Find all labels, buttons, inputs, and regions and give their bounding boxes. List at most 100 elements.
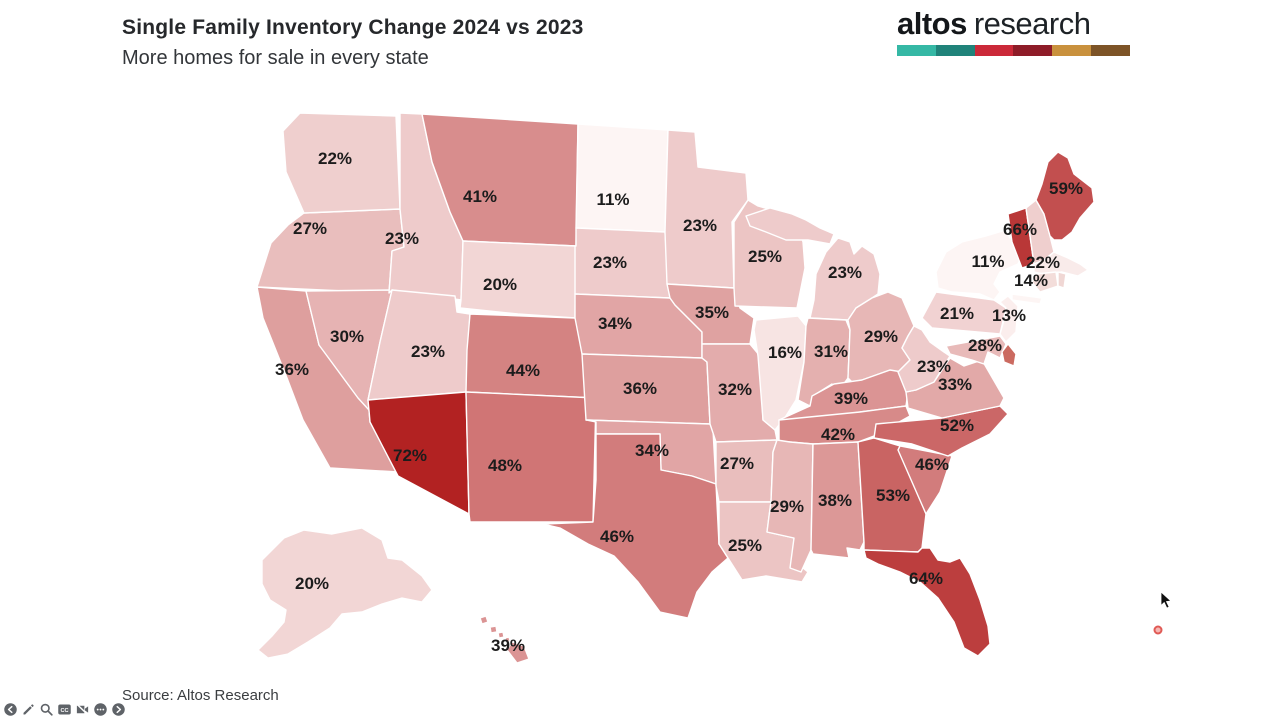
state-label-AK: 20% [295,574,329,593]
chart-subtitle: More homes for sale in every state [122,47,429,69]
logo-bar-segment-4 [1013,45,1053,56]
logo-word-altos: altos [897,6,967,41]
state-label-AR: 27% [720,454,754,473]
state-label-TN: 42% [821,425,855,444]
state-shape-HI [506,641,530,664]
source-caption: Source: Altos Research [122,687,279,704]
state-shape-ND [575,123,669,233]
state-label-IN: 31% [814,342,848,361]
search-icon[interactable] [39,702,54,717]
state-shape-NM [465,391,597,523]
state-label-CO: 44% [506,361,540,380]
state-label-KY: 39% [834,389,868,408]
state-shape-WV [897,325,951,393]
state-label-FL: 64% [909,569,943,588]
state-label-GA: 53% [876,486,910,505]
state-RI [1057,271,1067,289]
state-label-MO: 32% [718,380,752,399]
logo-color-bar [897,45,1130,56]
state-label-PA: 21% [940,304,974,323]
state-labels-layer: 36%27%22%30%23%23%41%20%44%72%48%11%23%3… [275,149,1083,655]
state-shape-OR [256,208,405,294]
state-ND [575,123,669,233]
state-CT [1031,271,1059,293]
state-label-VA: 33% [938,375,972,394]
state-label-SC: 46% [915,455,949,474]
state-label-UT: 23% [411,342,445,361]
state-label-MN: 23% [683,216,717,235]
state-label-NC: 52% [940,416,974,435]
state-label-VT: 66% [1003,220,1037,239]
state-MI [745,207,881,321]
logo-bar-segment-6 [1091,45,1130,56]
state-label-TX: 46% [600,527,634,546]
state-label-WI: 25% [748,247,782,266]
mouse-cursor [1160,591,1172,609]
state-MN [664,129,749,289]
state-shape-HI [489,625,498,634]
logo-bar-segment-3 [974,45,1014,56]
state-label-OR: 27% [293,219,327,238]
state-label-SD: 23% [593,253,627,272]
state-shape-HI [497,631,505,639]
state-IL [753,315,807,431]
state-label-NY: 11% [971,252,1004,271]
red-dot [1153,625,1163,635]
state-label-ND: 11% [596,190,629,209]
state-shape-MS [766,439,814,573]
state-shape-NJ [999,295,1019,343]
altos-research-logo: altos research [897,6,1130,56]
state-MD [945,335,1007,365]
state-shape-CT [1031,271,1059,293]
more-icon[interactable] [93,702,108,717]
logo-bar-segment-1 [897,45,936,56]
state-label-IA: 35% [695,303,729,322]
state-label-OH: 29% [864,327,898,346]
state-label-NJ: 13% [992,306,1026,325]
state-WY [459,240,577,319]
state-FL [863,547,991,657]
state-label-NV: 30% [330,327,364,346]
states-layer [256,112,1095,664]
state-shape-RI [1057,271,1067,289]
state-label-MS: 29% [770,497,804,516]
state-shape-TX [542,433,729,619]
forward-icon[interactable] [111,702,126,717]
state-label-WV: 23% [917,357,951,376]
state-MS [766,439,814,573]
state-HI [479,615,530,664]
state-shape-AK [257,527,433,659]
state-label-MA: 14% [1014,271,1048,290]
state-label-MD: 28% [968,336,1002,355]
state-shape-NY [1011,293,1043,305]
state-label-ME: 59% [1049,179,1083,198]
state-ME [1035,151,1095,241]
state-AK [257,527,433,659]
state-label-NH: 22% [1026,253,1060,272]
state-NM [465,391,597,523]
state-label-CA: 36% [275,360,309,379]
state-label-NE: 34% [598,314,632,333]
logo-bar-segment-2 [935,45,975,56]
camera-off-icon[interactable] [75,702,90,717]
state-label-MI: 23% [828,263,862,282]
state-label-AZ: 72% [393,446,427,465]
state-shape-MD [945,335,1007,365]
state-shape-DE [1001,343,1017,367]
state-shape-MI [745,207,835,245]
back-icon[interactable] [3,702,18,717]
state-label-MT: 41% [463,187,497,206]
logo-wordmark: altos research [897,6,1130,42]
state-label-HI: 39% [491,636,525,655]
state-shape-HI [504,636,511,643]
state-label-WY: 20% [483,275,517,294]
video-controls-toolbar: CC [3,702,126,717]
draw-icon[interactable] [21,702,36,717]
state-shape-FL [863,547,991,657]
captions-icon[interactable]: CC [57,702,72,717]
state-shape-HI [479,615,489,625]
state-WV [897,325,951,393]
state-label-NM: 48% [488,456,522,475]
